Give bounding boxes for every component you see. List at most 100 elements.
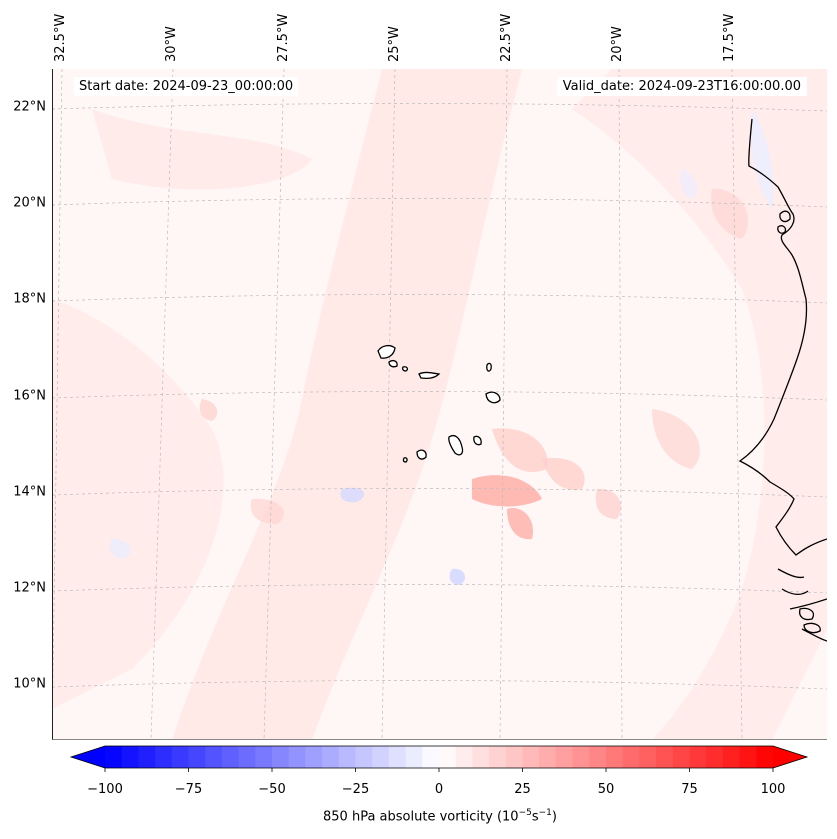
field-patch-blue <box>449 568 466 585</box>
vorticity-map <box>52 69 827 740</box>
colorbar-segment <box>121 746 139 768</box>
colorbar-tick-label: −25 <box>341 782 370 797</box>
colorbar-segment <box>656 746 674 768</box>
field-patch-blue <box>679 169 698 199</box>
coast-island <box>803 622 821 634</box>
lat-label: 16°N <box>13 388 46 404</box>
field-patch-pink <box>492 428 548 473</box>
field-patch-red <box>472 475 542 507</box>
island-maio <box>473 435 482 446</box>
colorbar <box>69 745 809 772</box>
lat-label: 22°N <box>13 99 46 115</box>
field-band-pink <box>92 109 312 190</box>
coast-island <box>798 607 815 621</box>
colorbar-segment <box>372 746 390 768</box>
lon-label: 30°W <box>164 26 179 62</box>
colorbar-segment <box>672 746 691 768</box>
colorbar-segment <box>388 746 407 768</box>
lat-label: 20°N <box>13 195 46 211</box>
colorbar-segment <box>572 746 590 768</box>
field-patch-pink <box>542 458 585 490</box>
colorbar-tick-label: 100 <box>760 782 786 797</box>
lon-label: 20°W <box>610 26 625 62</box>
colorbar-segment <box>522 746 540 768</box>
colorbar-segment <box>589 746 607 768</box>
colorbar-segment <box>422 746 440 768</box>
lon-label: 22.5°W <box>499 13 514 62</box>
field-patch-blue <box>340 487 365 503</box>
colorbar-segment <box>105 746 123 768</box>
colorbar-segment <box>472 746 490 768</box>
meridian-line <box>52 69 63 740</box>
colorbar-tick-label: −50 <box>258 782 286 797</box>
colorbar-segment <box>288 746 306 768</box>
colorbar-tick-label: 50 <box>597 782 615 797</box>
colorbar-segment <box>539 746 557 768</box>
colorbar-tick-label: −100 <box>87 782 123 797</box>
colorbar-segment <box>439 746 457 768</box>
colorbar-tick-label: −75 <box>174 782 203 797</box>
lat-label: 14°N <box>13 484 46 500</box>
colorbar-segments <box>105 746 774 768</box>
field-patch-blue <box>750 109 774 209</box>
colorbar-segment <box>238 746 256 768</box>
island-boa-vista <box>485 391 501 404</box>
colorbar-segment <box>155 746 173 768</box>
colorbar-segment <box>405 746 423 768</box>
field-band-pink <box>52 299 224 709</box>
island-sao-vicente <box>388 359 398 368</box>
graticule <box>52 69 827 740</box>
meridian-line <box>150 69 174 740</box>
colorbar-segment <box>355 746 373 768</box>
field-band-pink <box>572 69 827 740</box>
field-patch-pink <box>652 409 700 469</box>
colorbar-segment <box>338 746 357 768</box>
colorbar-segment <box>305 746 323 768</box>
colorbar-tick-label: 25 <box>514 782 531 797</box>
field-patch-pink <box>199 399 218 421</box>
island-sao-nicolau <box>418 371 441 380</box>
map-panel <box>52 69 827 740</box>
colorbar-extend-low <box>71 746 105 768</box>
colorbar-tick-label: 75 <box>681 782 698 797</box>
cape-verde-islands <box>377 344 501 463</box>
africa-coastline <box>777 568 827 642</box>
colorbar-segment <box>221 746 240 768</box>
field-patch-pink <box>595 488 621 519</box>
colorbar-segment <box>739 746 757 768</box>
meridian-line <box>499 69 508 740</box>
coastlines <box>738 118 827 642</box>
colorbar-segment <box>706 746 724 768</box>
colorbar-segment <box>272 746 290 768</box>
colorbar-segment <box>505 746 524 768</box>
colorbar-segment <box>606 746 624 768</box>
colorbar-segment <box>555 746 574 768</box>
island-santiago <box>448 434 464 456</box>
meridian-line <box>731 69 743 740</box>
start-date-label: Start date: 2024-09-23_00:00:00 <box>74 77 299 96</box>
island-santo-antao <box>377 344 396 359</box>
colorbar-segment <box>756 746 774 768</box>
africa-coastline <box>738 118 827 556</box>
colorbar-ticks <box>104 768 774 772</box>
island-fogo <box>416 449 427 460</box>
lon-label: 25°W <box>387 26 402 62</box>
colorbar-segment <box>171 746 190 768</box>
field-patch-blue <box>109 539 131 559</box>
colorbar-segment <box>689 746 707 768</box>
valid-date-label: Valid_date: 2024-09-23T16:00:00.00 <box>556 77 807 96</box>
field-patch-pink <box>711 188 748 239</box>
colorbar-extend-high <box>773 746 807 768</box>
lon-label: 17.5°W <box>722 13 737 62</box>
vorticity-field <box>52 69 827 740</box>
coast-island <box>777 225 787 234</box>
meridian-line <box>263 69 285 740</box>
lon-label: 32.5°W <box>53 13 68 62</box>
colorbar-segment <box>455 746 473 768</box>
meridian-line <box>381 69 396 740</box>
meridian-line <box>618 69 623 740</box>
island-sal <box>486 362 492 372</box>
colorbar-segment <box>255 746 273 768</box>
island-santa-luzia <box>401 366 409 372</box>
field-patch-pink <box>250 498 284 524</box>
